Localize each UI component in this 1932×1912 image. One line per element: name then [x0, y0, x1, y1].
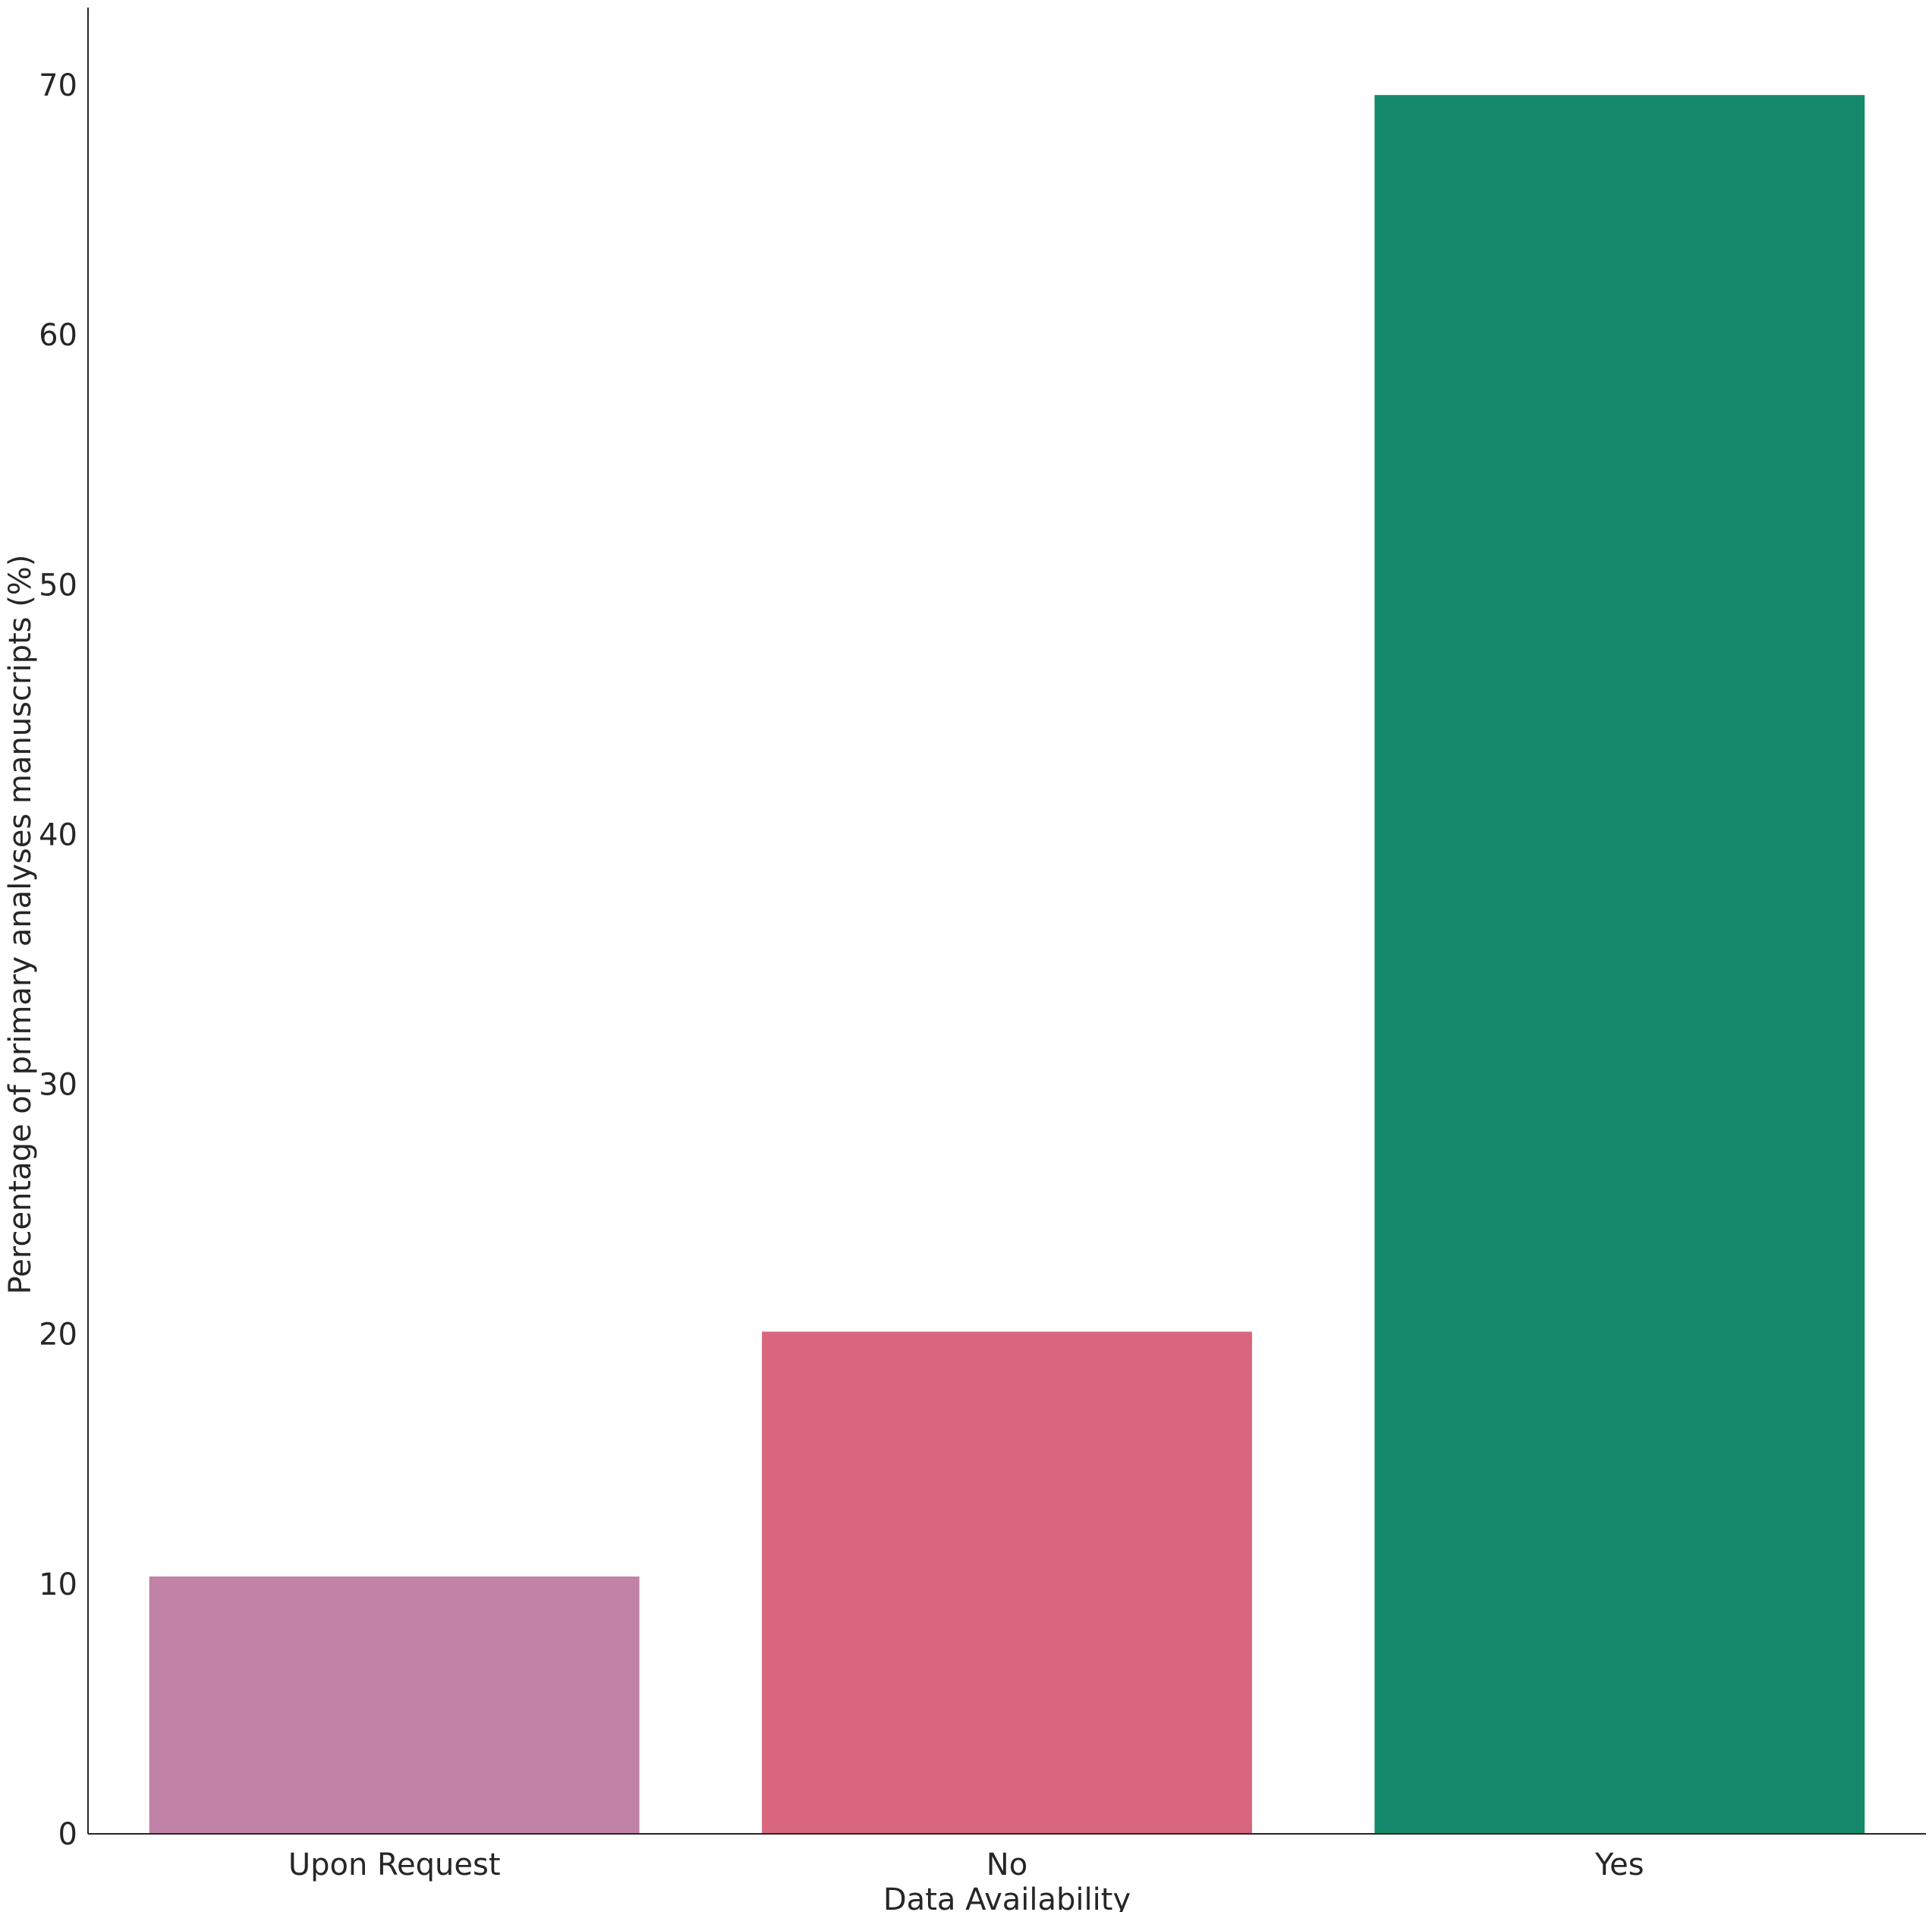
bars-group: [149, 95, 1865, 1835]
y-tick-label: 10: [39, 1567, 77, 1602]
bar-yes: [1374, 95, 1865, 1835]
x-tick-label: No: [986, 1847, 1027, 1882]
y-tick-label: 20: [39, 1318, 77, 1353]
y-tick-label: 30: [39, 1068, 77, 1103]
bar-upon-request: [149, 1576, 640, 1834]
x-axis-title: Data Availability: [883, 1882, 1131, 1912]
x-tick-label: Yes: [1594, 1847, 1644, 1882]
y-tick-label: 50: [39, 568, 77, 603]
y-tick-label: 40: [39, 817, 77, 852]
x-axis-ticks: Upon Request No Yes: [288, 1847, 1644, 1882]
y-tick-label: 0: [58, 1817, 77, 1852]
y-tick-label: 70: [39, 68, 77, 103]
x-tick-label: Upon Request: [288, 1847, 501, 1882]
y-tick-label: 60: [39, 318, 77, 353]
bar-no: [762, 1331, 1252, 1834]
y-axis-ticks: 0 10 20 30 40 50 60 70: [39, 68, 77, 1852]
y-axis-title: Percentage of primary analyses manuscrip…: [3, 555, 38, 1295]
